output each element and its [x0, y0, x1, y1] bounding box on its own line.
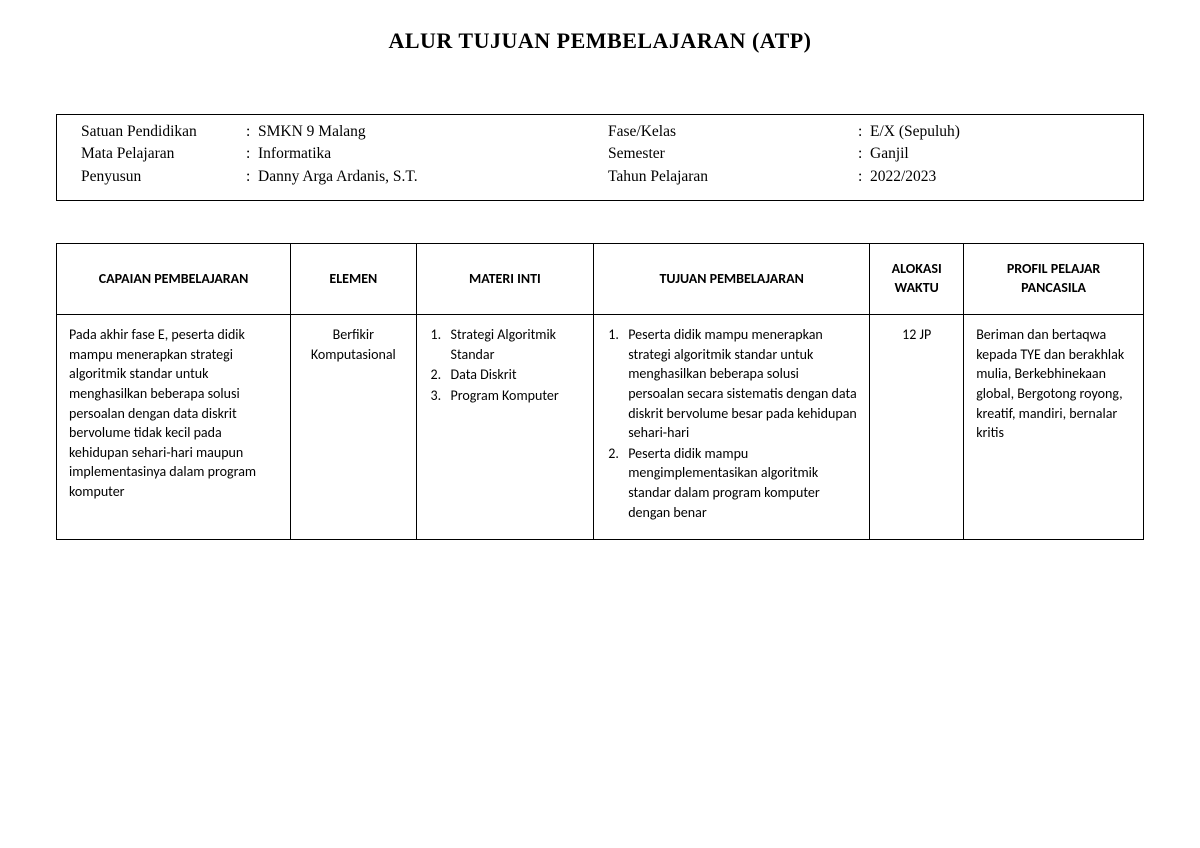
info-label: Mata Pelajaran — [81, 143, 246, 165]
info-value: SMKN 9 Malang — [258, 121, 600, 143]
header-tujuan: TUJUAN PEMBELAJARAN — [594, 244, 870, 315]
info-column-right: Fase/Kelas : E/X (Sepuluh) Semester : Ga… — [600, 121, 1143, 188]
info-row: Fase/Kelas : E/X (Sepuluh) — [608, 121, 1143, 143]
info-value: Ganjil — [870, 143, 1143, 165]
materi-list: Strategi Algoritmik Standar Data Diskrit… — [429, 325, 582, 405]
info-box: Satuan Pendidikan : SMKN 9 Malang Mata P… — [56, 114, 1144, 201]
header-alokasi: ALOKASI WAKTU — [870, 244, 964, 315]
list-item: Peserta didik mampu mengimplementasikan … — [606, 444, 857, 522]
info-separator: : — [858, 121, 870, 143]
info-separator: : — [858, 166, 870, 188]
cell-profil: Beriman dan bertaqwa kepada TYE dan bera… — [964, 315, 1144, 540]
info-row: Semester : Ganjil — [608, 143, 1143, 165]
info-separator: : — [246, 166, 258, 188]
cell-capaian: Pada akhir fase E, peserta didik mampu m… — [57, 315, 291, 540]
info-value: Informatika — [258, 143, 600, 165]
header-profil: PROFIL PELAJAR PANCASILA — [964, 244, 1144, 315]
info-label: Satuan Pendidikan — [81, 121, 246, 143]
header-capaian: CAPAIAN PEMBELAJARAN — [57, 244, 291, 315]
tujuan-list: Peserta didik mampu menerapkan strategi … — [606, 325, 857, 522]
info-label: Tahun Pelajaran — [608, 166, 858, 188]
table-row: Pada akhir fase E, peserta didik mampu m… — [57, 315, 1144, 540]
page-title: ALUR TUJUAN PEMBELAJARAN (ATP) — [56, 28, 1144, 54]
list-item: Program Komputer — [429, 386, 582, 406]
info-value: Danny Arga Ardanis, S.T. — [258, 166, 600, 188]
list-item: Data Diskrit — [429, 365, 582, 385]
info-column-left: Satuan Pendidikan : SMKN 9 Malang Mata P… — [57, 121, 600, 188]
info-separator: : — [858, 143, 870, 165]
cell-elemen: Berfikir Komputasional — [291, 315, 416, 540]
info-separator: : — [246, 143, 258, 165]
info-label: Fase/Kelas — [608, 121, 858, 143]
info-row: Mata Pelajaran : Informatika — [81, 143, 600, 165]
info-value: 2022/2023 — [870, 166, 1143, 188]
info-label: Semester — [608, 143, 858, 165]
cell-alokasi: 12 JP — [870, 315, 964, 540]
list-item: Strategi Algoritmik Standar — [429, 325, 582, 364]
info-row: Penyusun : Danny Arga Ardanis, S.T. — [81, 166, 600, 188]
list-item: Peserta didik mampu menerapkan strategi … — [606, 325, 857, 443]
cell-materi: Strategi Algoritmik Standar Data Diskrit… — [416, 315, 594, 540]
info-value: E/X (Sepuluh) — [870, 121, 1143, 143]
table-header-row: CAPAIAN PEMBELAJARAN ELEMEN MATERI INTI … — [57, 244, 1144, 315]
header-materi: MATERI INTI — [416, 244, 594, 315]
header-elemen: ELEMEN — [291, 244, 416, 315]
atp-table: CAPAIAN PEMBELAJARAN ELEMEN MATERI INTI … — [56, 243, 1144, 540]
info-label: Penyusun — [81, 166, 246, 188]
info-row: Satuan Pendidikan : SMKN 9 Malang — [81, 121, 600, 143]
info-columns: Satuan Pendidikan : SMKN 9 Malang Mata P… — [57, 121, 1143, 188]
cell-tujuan: Peserta didik mampu menerapkan strategi … — [594, 315, 870, 540]
info-separator: : — [246, 121, 258, 143]
info-row: Tahun Pelajaran : 2022/2023 — [608, 166, 1143, 188]
